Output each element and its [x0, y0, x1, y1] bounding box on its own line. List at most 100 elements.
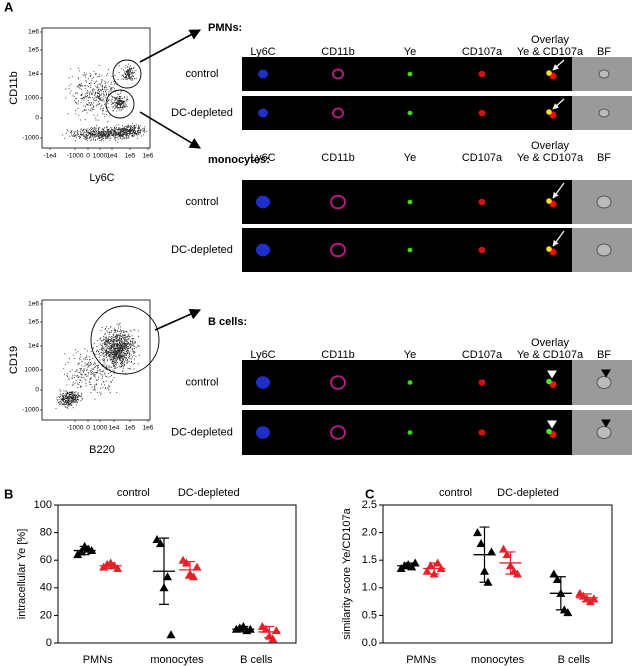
flow-event: [72, 382, 74, 384]
flow-event: [108, 86, 110, 87]
flow-event: [109, 131, 111, 133]
flow-event: [89, 137, 91, 139]
flow-event: [69, 398, 71, 400]
flow-event: [94, 81, 96, 83]
flow-event: [106, 366, 107, 368]
flow-event: [108, 91, 110, 93]
flow-event: [123, 347, 125, 349]
flow-event: [76, 402, 78, 403]
flow-event: [119, 133, 121, 135]
column-header: BF: [597, 152, 611, 164]
flow-event: [112, 343, 114, 345]
flow-event: [124, 67, 126, 69]
flow-event: [79, 130, 81, 132]
flow-event: [107, 343, 109, 345]
flow-event: [99, 108, 101, 110]
flow-event: [128, 129, 130, 131]
flow-event: [73, 136, 75, 137]
flow-event: [114, 130, 116, 132]
flow-event: [80, 128, 82, 130]
flow-event: [101, 351, 103, 353]
flow-event: [128, 69, 130, 70]
flow-event: [79, 84, 81, 86]
flow-event: [75, 375, 77, 377]
flow-event: [129, 127, 131, 129]
flow-event: [80, 386, 82, 387]
flow-event: [106, 126, 108, 128]
flow-event: [107, 73, 109, 75]
flow-event: [107, 376, 109, 378]
flow-event: [83, 134, 85, 136]
cell-signal: [256, 195, 270, 209]
flow-event: [90, 384, 92, 386]
cell-signal: [478, 198, 486, 206]
flow-event: [79, 135, 81, 137]
flow-event: [126, 71, 128, 73]
flow-event: [110, 330, 112, 332]
flow-event: [107, 107, 109, 108]
flow-event: [87, 366, 89, 368]
flow-event: [123, 97, 125, 99]
flow-event: [118, 135, 120, 137]
flow-event: [94, 386, 96, 388]
flow-x-tick: -1000: [67, 153, 84, 160]
flow-event: [118, 349, 120, 350]
flow-event: [99, 83, 101, 85]
flow-event: [138, 354, 140, 356]
flow-event: [112, 101, 114, 103]
flow-event: [108, 339, 110, 340]
flow-event: [72, 402, 74, 404]
flow-event: [125, 348, 127, 350]
flow-event: [122, 74, 124, 76]
flow-event: [122, 334, 124, 336]
flow-event: [116, 337, 118, 339]
flow-event: [87, 371, 89, 373]
flow-event: [102, 135, 104, 137]
flow-event: [126, 70, 128, 72]
flow-event: [109, 139, 111, 141]
flow-event: [111, 101, 113, 103]
flow-event: [102, 129, 104, 131]
flow-event: [105, 350, 107, 352]
flow-event: [122, 128, 124, 130]
flow-event: [77, 397, 79, 399]
flow-event: [88, 129, 90, 131]
flow-event: [83, 74, 85, 76]
flow-event: [124, 352, 126, 354]
flow-event: [114, 350, 116, 352]
flow-event: [134, 135, 135, 137]
flow-event: [101, 353, 103, 355]
flow-event: [103, 101, 105, 103]
flow-event: [134, 130, 136, 132]
flow-event: [109, 368, 111, 370]
flow-event: [86, 350, 88, 352]
flow-event: [109, 347, 111, 348]
flow-event: [99, 352, 101, 354]
flow-event: [59, 393, 61, 395]
flow-event: [122, 101, 124, 103]
flow-event: [114, 355, 116, 357]
flow-event: [118, 132, 120, 134]
flow-event: [101, 138, 102, 140]
flow-event: [127, 130, 129, 132]
flow-event: [81, 365, 83, 367]
flow-event: [95, 100, 97, 102]
flow-event: [112, 356, 114, 358]
flow-event: [114, 350, 116, 352]
flow-event: [89, 132, 90, 134]
flow-event: [108, 387, 110, 389]
flow-event: [136, 132, 138, 134]
flow-event: [89, 131, 91, 133]
arrow: [139, 111, 201, 149]
flow-event: [114, 356, 116, 358]
flow-event: [138, 126, 140, 128]
flow-event: [114, 101, 115, 103]
flow-event: [126, 351, 128, 352]
flow-event: [84, 373, 86, 375]
flow-event: [88, 356, 90, 358]
flow-event: [132, 350, 134, 352]
flow-event: [119, 96, 121, 98]
flow-event: [116, 340, 118, 342]
flow-event: [72, 383, 74, 385]
flow-event: [127, 125, 129, 127]
